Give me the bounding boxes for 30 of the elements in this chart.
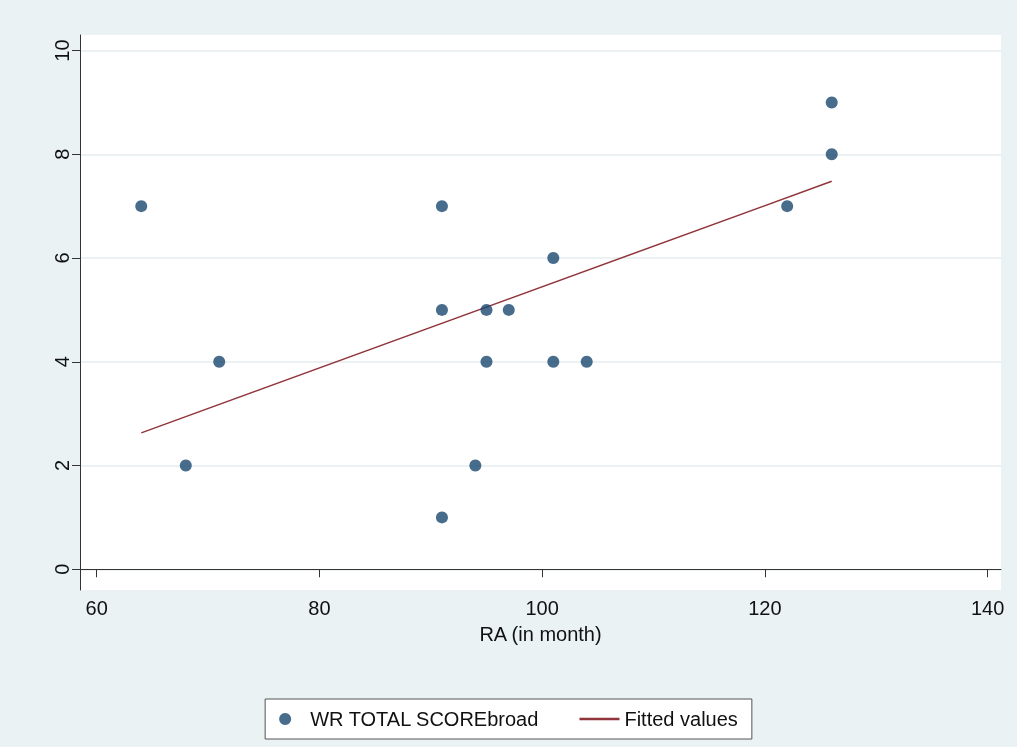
point (469, 459, 482, 472)
x-tick-label: 140 (970, 597, 1005, 619)
point (480, 355, 493, 368)
y-tick-label: 6 (51, 252, 73, 264)
point (825, 148, 838, 161)
y-tick-label: 10 (51, 39, 73, 62)
x-axis-title: RA (in month) (479, 623, 602, 645)
point (435, 511, 448, 524)
x-tick-label: 80 (308, 597, 331, 619)
y-tick-label: 4 (51, 356, 73, 368)
point (435, 200, 448, 213)
point (547, 252, 560, 265)
point (502, 303, 515, 316)
legend-label: WR TOTAL SCOREbroad (310, 708, 539, 730)
point (580, 355, 593, 368)
point (179, 459, 192, 472)
y-tick-label: 0 (51, 563, 73, 575)
y-tick-label: 2 (51, 459, 73, 472)
point (213, 355, 226, 368)
x-tick-label: 60 (85, 597, 108, 619)
point (825, 96, 838, 109)
x-tick-label: 120 (748, 597, 782, 619)
point (480, 303, 493, 316)
x-tick-label: 100 (525, 597, 559, 619)
point (781, 200, 794, 213)
point (547, 355, 560, 368)
point (435, 303, 448, 316)
legend-label: Fitted values (624, 708, 738, 730)
point (135, 200, 148, 213)
y-tick-label: 8 (51, 148, 73, 160)
